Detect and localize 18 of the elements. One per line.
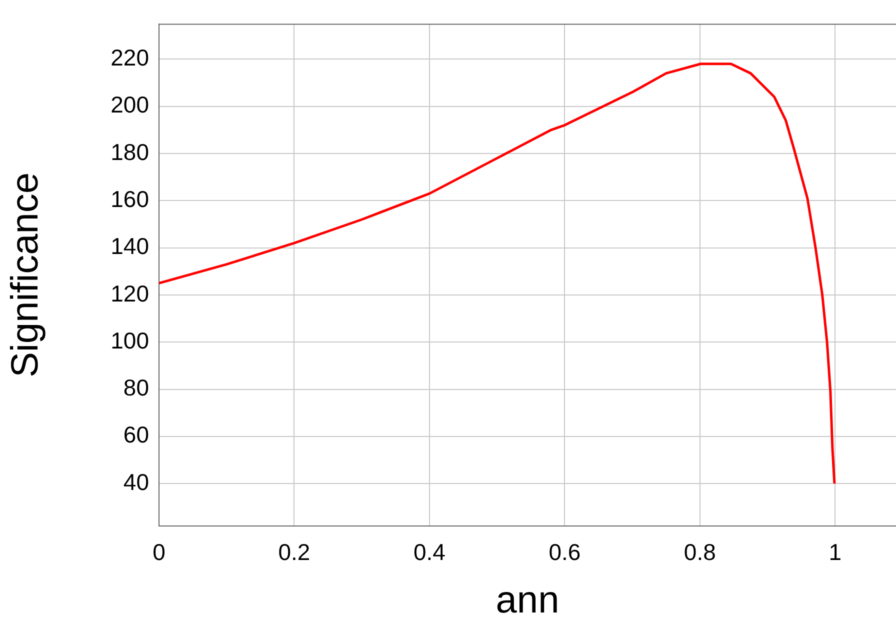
y-tick-label: 40 [123, 468, 149, 495]
y-tick-label: 200 [110, 92, 149, 118]
x-tick-label: 0 [152, 539, 166, 566]
x-axis-title: ann [496, 580, 560, 622]
x-tick-label: 0.6 [548, 539, 581, 566]
y-tick-label: 140 [110, 233, 149, 260]
y-tick-label: 220 [110, 44, 149, 71]
y-tick-label: 180 [110, 138, 149, 165]
y-tick-label: 160 [110, 186, 149, 212]
y-tick-label: 60 [123, 422, 149, 448]
y-axis-title: Significance [4, 172, 46, 378]
x-tick-label: 0.2 [278, 539, 310, 566]
x-tick-label: 0.4 [413, 539, 446, 566]
x-tick-label: 0.8 [684, 539, 716, 566]
y-tick-label: 120 [110, 280, 149, 306]
y-tick-label: 80 [123, 374, 149, 401]
x-tick-label: 1 [828, 539, 842, 566]
y-tick-label: 100 [110, 327, 149, 354]
